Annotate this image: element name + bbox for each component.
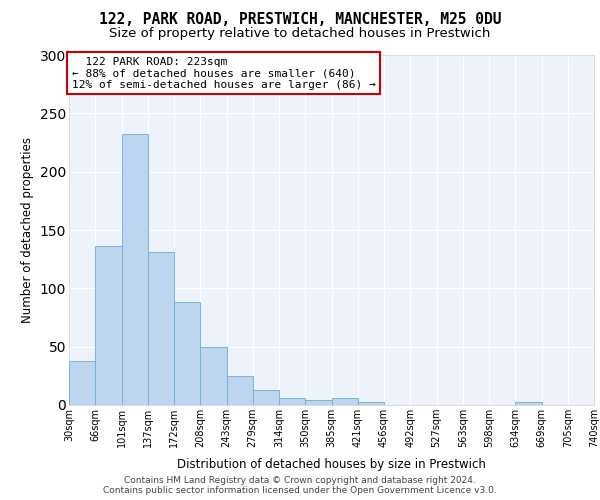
Bar xyxy=(253,390,279,405)
Text: Size of property relative to detached houses in Prestwich: Size of property relative to detached ho… xyxy=(109,28,491,40)
Bar xyxy=(200,346,227,405)
Bar xyxy=(121,134,148,405)
Bar xyxy=(95,246,121,405)
Text: 122, PARK ROAD, PRESTWICH, MANCHESTER, M25 0DU: 122, PARK ROAD, PRESTWICH, MANCHESTER, M… xyxy=(99,12,501,28)
Bar xyxy=(148,252,174,405)
Y-axis label: Number of detached properties: Number of detached properties xyxy=(21,137,34,323)
Text: Contains HM Land Registry data © Crown copyright and database right 2024.
Contai: Contains HM Land Registry data © Crown c… xyxy=(103,476,497,495)
X-axis label: Distribution of detached houses by size in Prestwich: Distribution of detached houses by size … xyxy=(177,458,486,471)
Text: 122 PARK ROAD: 223sqm
← 88% of detached houses are smaller (640)
12% of semi-det: 122 PARK ROAD: 223sqm ← 88% of detached … xyxy=(71,57,376,90)
Bar xyxy=(515,402,542,405)
Bar xyxy=(174,302,200,405)
Bar xyxy=(69,360,95,405)
Bar xyxy=(227,376,253,405)
Bar xyxy=(358,402,384,405)
Bar xyxy=(305,400,331,405)
Bar xyxy=(331,398,358,405)
Bar xyxy=(279,398,305,405)
